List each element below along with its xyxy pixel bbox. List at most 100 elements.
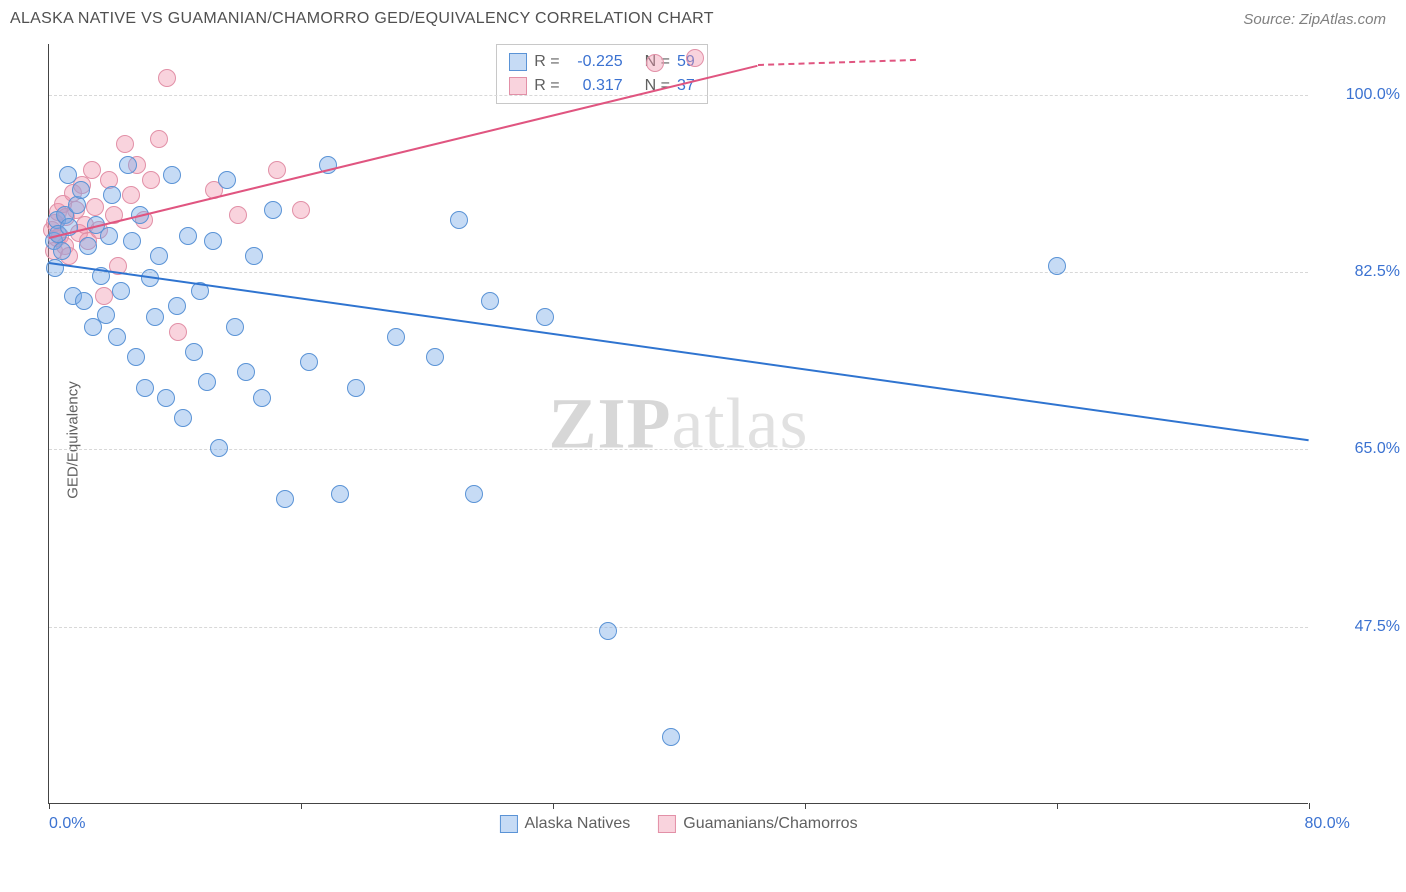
data-point-s1 bbox=[108, 328, 126, 346]
gridline bbox=[49, 272, 1308, 273]
data-point-s1 bbox=[226, 318, 244, 336]
r-value-s1: -0.225 bbox=[567, 50, 623, 74]
r-label: R = bbox=[534, 50, 559, 74]
trend-line bbox=[49, 262, 1309, 441]
data-point-s1 bbox=[119, 156, 137, 174]
data-point-s1 bbox=[168, 297, 186, 315]
y-tick-label: 100.0% bbox=[1320, 86, 1400, 104]
data-point-s1 bbox=[72, 181, 90, 199]
data-point-s1 bbox=[103, 186, 121, 204]
watermark-light: atlas bbox=[672, 383, 809, 463]
y-tick-label: 47.5% bbox=[1320, 618, 1400, 636]
data-point-s1 bbox=[59, 166, 77, 184]
data-point-s2 bbox=[292, 201, 310, 219]
trend-line bbox=[758, 59, 916, 66]
data-point-s2 bbox=[95, 287, 113, 305]
gridline bbox=[49, 449, 1308, 450]
x-tick-right: 80.0% bbox=[1304, 815, 1349, 833]
data-point-s1 bbox=[198, 373, 216, 391]
data-point-s1 bbox=[127, 348, 145, 366]
data-point-s1 bbox=[150, 247, 168, 265]
gridline bbox=[49, 95, 1308, 96]
legend-label-s2: Guamanians/Chamorros bbox=[683, 815, 857, 833]
data-point-s1 bbox=[264, 201, 282, 219]
data-point-s2 bbox=[83, 161, 101, 179]
data-point-s1 bbox=[112, 282, 130, 300]
data-point-s2 bbox=[169, 323, 187, 341]
data-point-s1 bbox=[53, 242, 71, 260]
data-point-s2 bbox=[116, 135, 134, 153]
data-point-s2 bbox=[229, 206, 247, 224]
data-point-s1 bbox=[387, 328, 405, 346]
data-point-s1 bbox=[347, 379, 365, 397]
data-point-s1 bbox=[450, 211, 468, 229]
data-point-s1 bbox=[253, 389, 271, 407]
swatch-s1 bbox=[509, 53, 527, 71]
plot-area: ZIPatlas R = -0.225 N = 59 R = 0.317 N =… bbox=[48, 44, 1308, 804]
watermark-bold: ZIP bbox=[549, 383, 672, 463]
data-point-s1 bbox=[481, 292, 499, 310]
data-point-s1 bbox=[75, 292, 93, 310]
x-tick-mark bbox=[1309, 803, 1310, 809]
x-tick-left: 0.0% bbox=[49, 815, 85, 833]
chart-area: GED/Equivalency ZIPatlas R = -0.225 N = … bbox=[0, 40, 1406, 840]
trend-line bbox=[49, 64, 758, 238]
legend-row-s1: R = -0.225 N = 59 bbox=[509, 50, 694, 74]
data-point-s1 bbox=[174, 409, 192, 427]
data-point-s1 bbox=[146, 308, 164, 326]
data-point-s1 bbox=[1048, 257, 1066, 275]
chart-header: ALASKA NATIVE VS GUAMANIAN/CHAMORRO GED/… bbox=[0, 0, 1406, 34]
data-point-s1 bbox=[331, 485, 349, 503]
data-point-s1 bbox=[662, 728, 680, 746]
legend-item-s1: Alaska Natives bbox=[499, 815, 630, 833]
series-legend: Alaska Natives Guamanians/Chamorros bbox=[499, 815, 857, 833]
data-point-s1 bbox=[300, 353, 318, 371]
y-tick-label: 65.0% bbox=[1320, 440, 1400, 458]
watermark: ZIPatlas bbox=[549, 382, 809, 465]
data-point-s2 bbox=[646, 54, 664, 72]
legend-item-s2: Guamanians/Chamorros bbox=[658, 815, 857, 833]
y-tick-label: 82.5% bbox=[1320, 263, 1400, 281]
data-point-s1 bbox=[157, 389, 175, 407]
gridline bbox=[49, 627, 1308, 628]
data-point-s1 bbox=[97, 306, 115, 324]
data-point-s2 bbox=[122, 186, 140, 204]
data-point-s1 bbox=[185, 343, 203, 361]
data-point-s1 bbox=[123, 232, 141, 250]
x-tick-mark bbox=[1057, 803, 1058, 809]
data-point-s1 bbox=[218, 171, 236, 189]
source-name: ZipAtlas.com bbox=[1299, 11, 1386, 28]
data-point-s1 bbox=[245, 247, 263, 265]
swatch-s2 bbox=[509, 77, 527, 95]
x-tick-mark bbox=[49, 803, 50, 809]
data-point-s1 bbox=[204, 232, 222, 250]
x-tick-mark bbox=[553, 803, 554, 809]
data-point-s1 bbox=[210, 439, 228, 457]
data-point-s1 bbox=[68, 196, 86, 214]
chart-source: Source: ZipAtlas.com bbox=[1243, 11, 1386, 28]
source-prefix: Source: bbox=[1243, 11, 1299, 28]
data-point-s2 bbox=[86, 198, 104, 216]
data-point-s2 bbox=[150, 130, 168, 148]
chart-title: ALASKA NATIVE VS GUAMANIAN/CHAMORRO GED/… bbox=[10, 10, 714, 28]
data-point-s2 bbox=[686, 49, 704, 67]
data-point-s1 bbox=[599, 622, 617, 640]
x-tick-mark bbox=[805, 803, 806, 809]
data-point-s1 bbox=[536, 308, 554, 326]
swatch-s2-bottom bbox=[658, 815, 676, 833]
legend-label-s1: Alaska Natives bbox=[524, 815, 630, 833]
data-point-s1 bbox=[465, 485, 483, 503]
data-point-s2 bbox=[158, 69, 176, 87]
data-point-s1 bbox=[163, 166, 181, 184]
swatch-s1-bottom bbox=[499, 815, 517, 833]
x-tick-mark bbox=[301, 803, 302, 809]
data-point-s1 bbox=[276, 490, 294, 508]
data-point-s2 bbox=[142, 171, 160, 189]
data-point-s1 bbox=[100, 227, 118, 245]
data-point-s1 bbox=[79, 237, 97, 255]
data-point-s1 bbox=[179, 227, 197, 245]
data-point-s1 bbox=[426, 348, 444, 366]
data-point-s2 bbox=[268, 161, 286, 179]
data-point-s1 bbox=[237, 363, 255, 381]
data-point-s1 bbox=[136, 379, 154, 397]
